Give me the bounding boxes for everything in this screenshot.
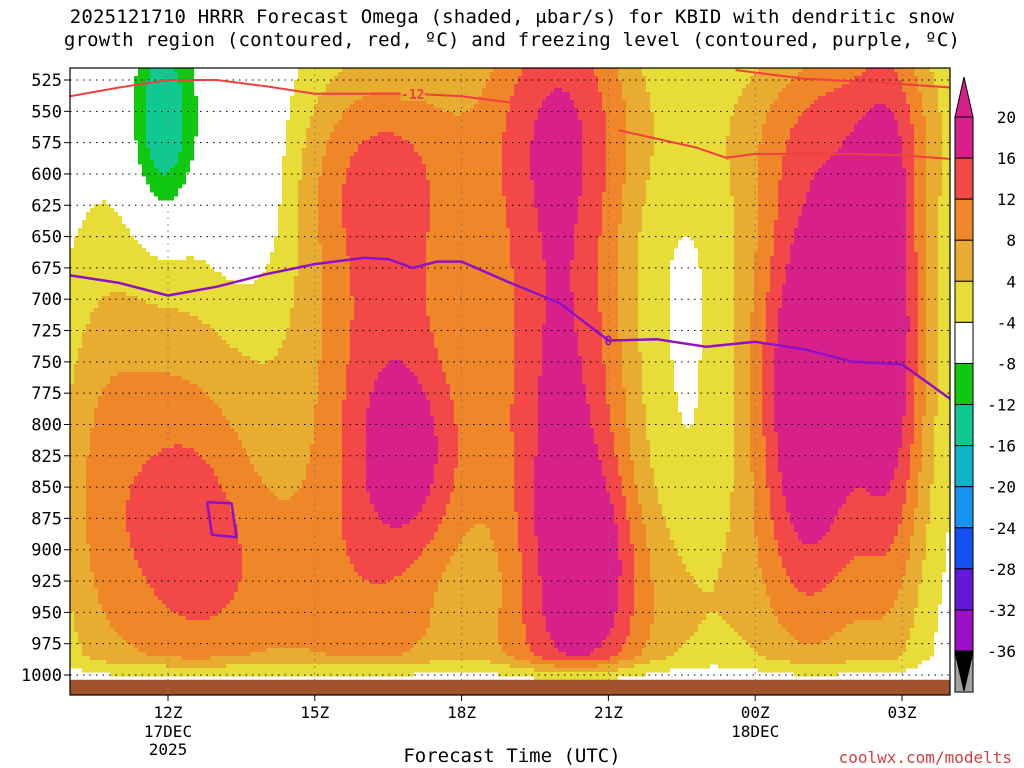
credit-link[interactable]: coolwx.com/modelts — [838, 748, 1012, 767]
colorbar-band — [954, 568, 974, 611]
colorbar-label: 16 — [997, 149, 1016, 168]
y-tick-label: 725 — [31, 322, 62, 342]
contours: -12 0 — [70, 69, 950, 539]
y-tick-label: 625 — [31, 196, 62, 216]
colorbar-band — [954, 239, 974, 282]
x-tick-label: 03Z — [888, 703, 917, 722]
colorbar-label: -16 — [987, 437, 1016, 456]
dgz-contour-line — [735, 69, 950, 89]
colorbar-band — [954, 157, 974, 200]
colorbar-label: -8 — [997, 354, 1016, 373]
colorbar-label: 8 — [1006, 231, 1016, 250]
chart-title: 2025121710 HRRR Forecast Omega (shaded, … — [0, 6, 1024, 52]
colorbar-label: -12 — [987, 396, 1016, 415]
plot-frame — [69, 67, 951, 696]
y-tick-label: 800 — [31, 415, 62, 435]
x-tick-label: 21Z — [594, 703, 623, 722]
colorbar-label: -20 — [987, 478, 1016, 497]
x-tick-date-label: 17DEC — [144, 722, 192, 741]
colorbar-label: 20 — [997, 108, 1016, 127]
freezing-level-label: 0 — [604, 335, 612, 350]
dgz-contour-label: -12 — [401, 88, 424, 103]
colorbar-band — [954, 362, 974, 406]
x-tick-year-label: 2025 — [149, 740, 188, 759]
y-tick-label: 925 — [31, 572, 62, 592]
colorbar-band — [954, 527, 974, 570]
colorbar-label: -32 — [987, 601, 1016, 620]
dgz-contour-line — [70, 79, 511, 104]
y-tick-label: 700 — [31, 290, 62, 310]
x-tick-date-label: 18DEC — [731, 722, 779, 741]
y-tick-label: 525 — [31, 71, 62, 91]
x-tick-label: 18Z — [447, 703, 476, 722]
colorbar-label: -4 — [997, 313, 1016, 332]
y-tick-label: 775 — [31, 384, 62, 404]
colorbar-label: -24 — [987, 519, 1016, 538]
chart-title-line-1: 2025121710 HRRR Forecast Omega (shaded, … — [69, 6, 955, 28]
colorbar-band — [954, 280, 974, 323]
colorbar-band — [954, 321, 974, 364]
colorbar-over-triangle — [954, 76, 974, 118]
y-tick-label: 675 — [31, 259, 62, 279]
freezing-level-contour — [205, 500, 238, 539]
ground-layer — [70, 679, 950, 695]
plot-area: -12 0 — [70, 68, 950, 695]
y-tick-label: 550 — [31, 102, 62, 122]
ground-fill — [70, 679, 950, 695]
colorbar-band — [954, 404, 974, 447]
y-tick-label: 875 — [31, 509, 62, 529]
freezing-level-contour — [70, 256, 950, 401]
y-tick-label: 1000 — [21, 666, 62, 686]
y-tick-label: 600 — [31, 165, 62, 185]
colorbar-label: 4 — [1006, 272, 1016, 291]
y-axis: 525 550 575 600 625 650 675 700 725 750 775 800 825 8… — [21, 71, 70, 686]
colorbar-band — [954, 445, 974, 488]
colorbar-band — [954, 609, 974, 652]
grid — [70, 68, 950, 695]
x-tick-label: 15Z — [300, 703, 329, 722]
x-axis-title: Forecast Time (UTC) — [403, 745, 621, 767]
y-tick-label: 650 — [31, 228, 62, 248]
colorbar-band — [954, 486, 974, 529]
y-tick-label: 575 — [31, 134, 62, 154]
y-tick-label: 850 — [31, 478, 62, 498]
colorbar-band — [954, 116, 974, 159]
dgz-contour-line — [617, 129, 950, 160]
chart-title-line-2: growth region (contoured, red, ºC) and f… — [63, 29, 961, 51]
y-tick-label: 975 — [31, 635, 62, 655]
colorbar-label: 12 — [997, 190, 1016, 209]
colorbar-label: -28 — [987, 560, 1016, 579]
colorbar: 20 16 12 8 4 -4 -8 -12 -16 -20 -24 -28 -32 -36 — [954, 76, 1016, 693]
colorbar-band — [954, 198, 974, 241]
y-tick-label: 900 — [31, 541, 62, 561]
x-tick-label: 12Z — [154, 703, 183, 722]
x-tick-label: 00Z — [741, 703, 770, 722]
y-tick-label: 750 — [31, 353, 62, 373]
colorbar-label: -36 — [987, 642, 1016, 661]
colorbar-under-triangle — [954, 651, 974, 692]
y-tick-label: 825 — [31, 447, 62, 467]
y-tick-label: 950 — [31, 603, 62, 623]
